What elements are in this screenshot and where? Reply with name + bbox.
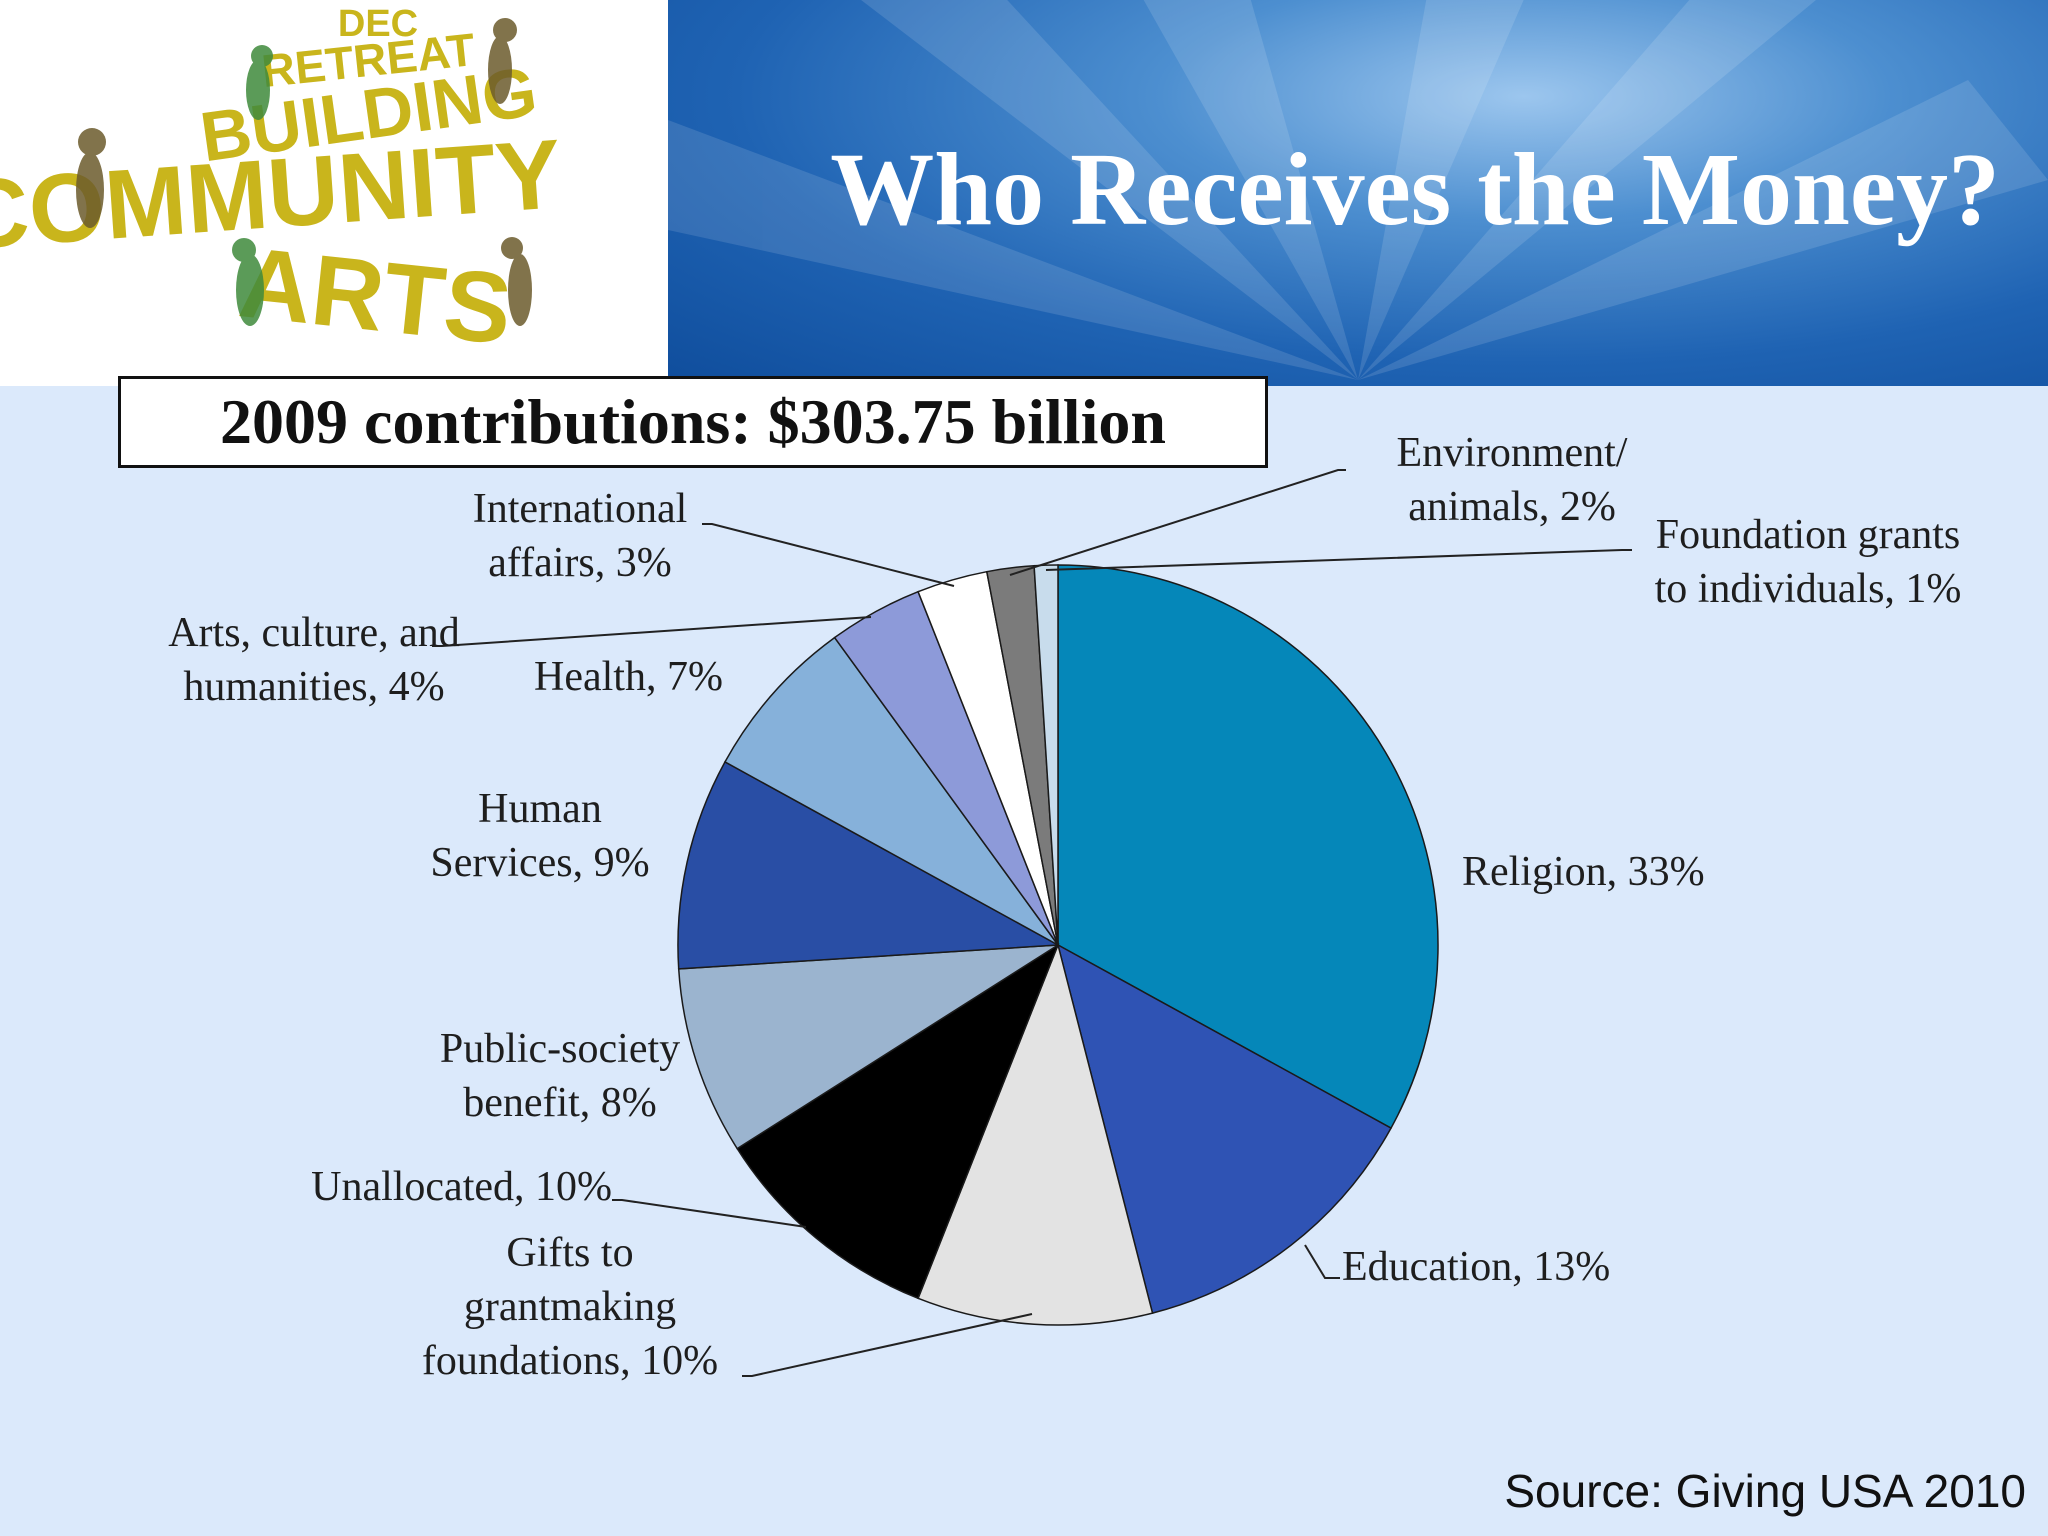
pie-slice (917, 942, 1154, 1326)
leader-line (432, 616, 872, 647)
pie-slice (1056, 943, 1393, 1315)
slice-label: Unallocated, 10% (311, 1164, 612, 1210)
slice-label: Human Services, 9% (430, 786, 649, 886)
slice-label: Religion, 33% (1462, 849, 1705, 895)
pie-slice (677, 944, 1059, 1150)
slice-label: International affairs, 3% (473, 486, 688, 586)
pie-slice (677, 760, 1061, 970)
slide-title: Who Receives the Money? (830, 132, 2000, 247)
slice-label: Public-society benefit, 8% (440, 1026, 680, 1126)
leader-line (612, 1199, 807, 1228)
chart-title: 2009 contributions: $303.75 billion (220, 386, 1166, 457)
chart-title-box: 2009 contributions: $303.75 billion (118, 376, 1268, 468)
leader-line (1009, 469, 1346, 576)
slice-label: Arts, culture, and humanities, 4% (168, 610, 460, 710)
logo-panel: DEC RETREAT BUILDING COMMUNITY ARTS (0, 0, 668, 386)
header-light-rays (668, 0, 2048, 380)
slice-label: Environment/animals, 2% (1397, 430, 1628, 530)
slice-label: Education, 13% (1342, 1244, 1610, 1290)
pie-slice (1057, 564, 1439, 1130)
source-note: Source: Giving USA 2010 (1504, 1465, 2026, 1517)
header-band (668, 0, 2048, 386)
leader-line (742, 1313, 1033, 1377)
leader-line (1045, 549, 1632, 571)
community-arts-logo: DEC RETREAT BUILDING COMMUNITY ARTS (0, 3, 565, 366)
leader-line (1304, 1244, 1340, 1279)
pie-slice (1033, 564, 1059, 946)
pie-slice (723, 636, 1059, 946)
leader-line (702, 523, 955, 587)
slice-label: Health, 7% (534, 654, 723, 700)
slice-label: Gifts to grantmaking foundations, 10% (422, 1230, 718, 1384)
svg-text:DEC: DEC (338, 3, 418, 45)
pie-slice (736, 943, 1060, 1300)
slice-label: Foundation grants to individuals, 1% (1655, 512, 1962, 612)
